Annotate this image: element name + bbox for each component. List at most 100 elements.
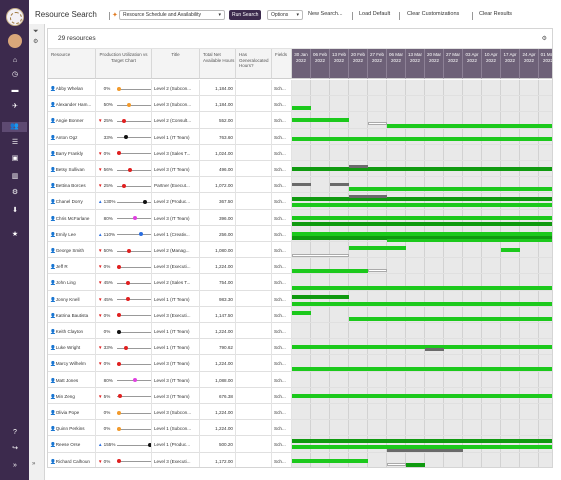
week-cell[interactable] xyxy=(520,452,539,467)
week-cell[interactable] xyxy=(425,242,444,258)
filter-icon[interactable]: ⏷ xyxy=(33,28,39,35)
resource-name[interactable]: 👤Bettina Borces xyxy=(48,177,96,196)
week-cell[interactable] xyxy=(444,242,463,258)
week-cell[interactable] xyxy=(444,80,463,96)
collapse-icon[interactable]: » xyxy=(32,461,36,467)
schedule-bar[interactable] xyxy=(292,439,552,444)
week-cell[interactable] xyxy=(444,144,463,160)
week-cell[interactable] xyxy=(520,371,539,387)
week-cell[interactable] xyxy=(501,323,520,339)
week-cell[interactable] xyxy=(444,112,463,128)
table-row[interactable]: 👤Angie Bonner ▼ 25% Level 2 (Consult... 552.… xyxy=(48,112,552,131)
week-cell[interactable] xyxy=(539,323,552,339)
table-row[interactable]: 👤Olivia Pope 0% Level 3 (Subcon... 1,224.00… xyxy=(48,404,552,422)
fields-cell[interactable]: Sch... xyxy=(272,193,292,212)
schedule-bar[interactable] xyxy=(292,458,368,463)
week-cell[interactable] xyxy=(292,242,311,258)
schedule-bar[interactable] xyxy=(292,221,552,226)
week-cell[interactable] xyxy=(501,355,520,371)
week-cell[interactable] xyxy=(501,274,520,290)
week-cell[interactable] xyxy=(349,274,368,290)
week-cell[interactable] xyxy=(330,80,349,96)
fields-cell[interactable]: Sch... xyxy=(272,452,292,467)
fields-cell[interactable]: Sch... xyxy=(272,242,292,260)
week-cell[interactable] xyxy=(539,420,552,436)
schedule-bar[interactable] xyxy=(292,231,552,236)
table-row[interactable]: 👤Emily Lee ▲ 110% Level 1 (Creativ... 256.00… xyxy=(48,225,552,244)
schedule-bar[interactable] xyxy=(292,294,349,299)
schedule-bar[interactable] xyxy=(501,248,520,252)
week-cell[interactable] xyxy=(520,80,539,96)
resource-name[interactable]: 👤Matt Jones xyxy=(48,371,96,390)
schedule-bar[interactable] xyxy=(292,136,552,141)
week-cell[interactable] xyxy=(444,323,463,339)
week-cell[interactable] xyxy=(539,242,552,258)
week-cell[interactable] xyxy=(520,355,539,371)
week-cell[interactable] xyxy=(292,420,311,436)
week-cell[interactable] xyxy=(387,371,406,387)
week-cell[interactable] xyxy=(311,404,330,420)
week-cell[interactable] xyxy=(425,323,444,339)
table-row[interactable]: 👤Marcy Wilhelm ▼ 0% Level 3 (IT Team) 1,224.… xyxy=(48,355,552,374)
week-cell[interactable] xyxy=(292,144,311,160)
week-cell[interactable] xyxy=(311,355,330,371)
schedule-bar[interactable] xyxy=(292,215,552,220)
week-cell[interactable] xyxy=(311,323,330,339)
schedule-bar[interactable] xyxy=(292,301,552,306)
avatar[interactable] xyxy=(8,34,22,48)
schedule-bar[interactable] xyxy=(349,165,368,168)
week-cell[interactable] xyxy=(406,420,425,436)
week-cell[interactable] xyxy=(292,80,311,96)
week-cell[interactable] xyxy=(292,371,311,387)
week-cell[interactable] xyxy=(387,144,406,160)
fields-cell[interactable]: Sch... xyxy=(272,355,292,374)
week-cell[interactable] xyxy=(463,274,482,290)
table-row[interactable]: 👤Betsy Sullivan ▼ 56% Level 3 (IT Team) 496.… xyxy=(48,161,552,179)
col-header-net-hours[interactable]: Total Net Available Hours xyxy=(200,49,236,79)
week-cell[interactable] xyxy=(482,371,501,387)
week-cell[interactable] xyxy=(520,323,539,339)
week-cell[interactable] xyxy=(330,274,349,290)
fields-cell[interactable]: Sch... xyxy=(272,177,292,196)
week-cell[interactable] xyxy=(482,274,501,290)
week-cell[interactable] xyxy=(406,96,425,112)
schedule-bar[interactable] xyxy=(349,246,406,250)
view-select[interactable]: Resource Schedule and Availability ▾ xyxy=(119,10,225,20)
col-header-title[interactable]: Title xyxy=(152,49,200,79)
week-cell[interactable] xyxy=(482,404,501,420)
resource-name[interactable]: 👤Anton Ogz xyxy=(48,128,96,147)
resource-name[interactable]: 👤George Smith xyxy=(48,242,96,260)
options-button[interactable]: Options ▾ xyxy=(267,10,303,20)
week-cell[interactable] xyxy=(330,404,349,420)
week-cell[interactable] xyxy=(387,112,406,128)
week-cell[interactable] xyxy=(368,274,387,290)
schedule-bar[interactable] xyxy=(425,348,444,352)
fields-cell[interactable]: Sch... xyxy=(272,112,292,131)
week-cell[interactable] xyxy=(463,420,482,436)
table-row[interactable]: 👤Luke Wright ▼ 33% Level 1 (IT Team) 790.62 S… xyxy=(48,339,552,358)
week-cell[interactable] xyxy=(463,323,482,339)
resource-name[interactable]: 👤Katrina Bautista xyxy=(48,306,96,325)
week-cell[interactable] xyxy=(520,144,539,160)
fields-cell[interactable]: Sch... xyxy=(272,144,292,163)
fields-cell[interactable]: Sch... xyxy=(272,128,292,147)
week-cell[interactable] xyxy=(539,274,552,290)
week-cell[interactable] xyxy=(425,274,444,290)
table-row[interactable]: 👤Chris McFarlane 80% Level 3 (IT Team) 396.… xyxy=(48,209,552,228)
week-cell[interactable] xyxy=(368,144,387,160)
week-cell[interactable] xyxy=(368,323,387,339)
resource-name[interactable]: 👤Abby Whelan xyxy=(48,80,96,98)
week-cell[interactable] xyxy=(482,242,501,258)
schedule-bar[interactable] xyxy=(368,122,387,126)
run-search-button[interactable]: Run Search xyxy=(229,10,262,20)
week-cell[interactable] xyxy=(463,242,482,258)
week-cell[interactable] xyxy=(368,80,387,96)
table-row[interactable]: 👤Matt Jones 80% Level 3 (IT Team) 1,088.00 S… xyxy=(48,371,552,390)
week-cell[interactable] xyxy=(463,404,482,420)
fields-cell[interactable]: Sch... xyxy=(272,436,292,455)
week-cell[interactable] xyxy=(425,404,444,420)
week-cell[interactable] xyxy=(330,144,349,160)
resource-name[interactable]: 👤Chris McFarlane xyxy=(48,209,96,228)
schedule-bar[interactable] xyxy=(349,187,552,192)
schedule-bar[interactable] xyxy=(292,183,311,187)
